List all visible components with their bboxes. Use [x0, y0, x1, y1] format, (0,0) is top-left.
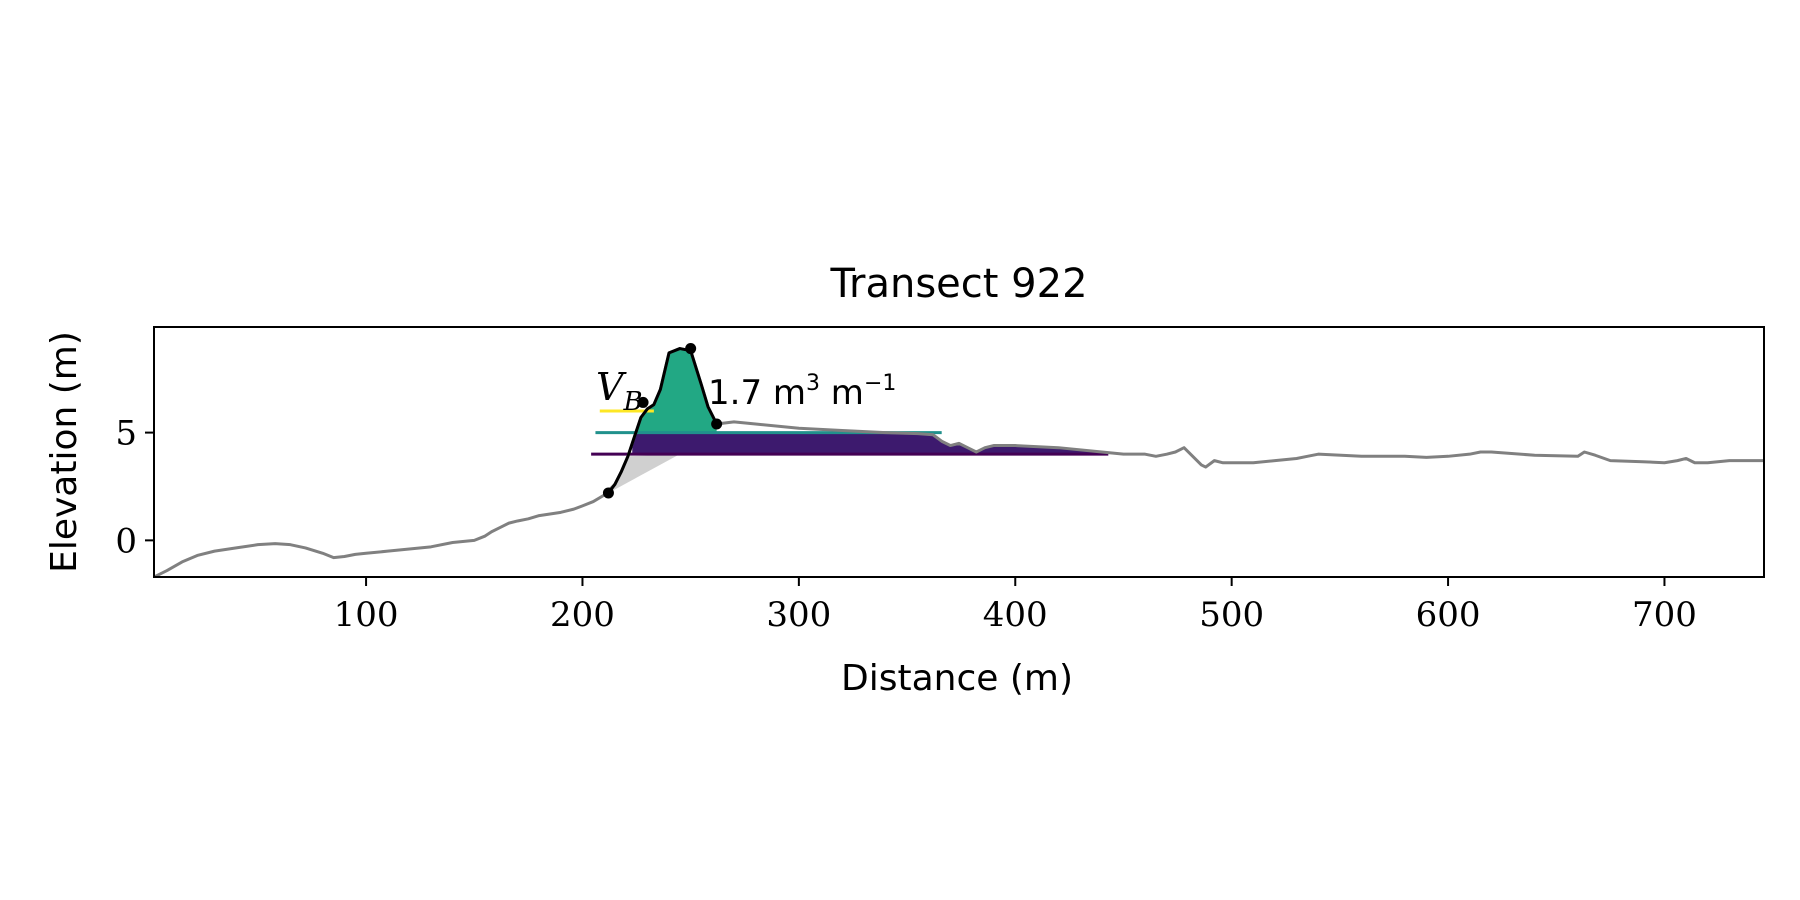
y-tick-label-0: 0 [115, 521, 137, 561]
dune-point-3 [711, 418, 723, 430]
x-tick-label-500: 500 [1199, 595, 1264, 635]
volume-unit-power: 3 [806, 371, 820, 396]
y-axis-label: Elevation (m) [44, 331, 85, 573]
volume-symbol-letter: V [596, 365, 627, 409]
x-axis-label: Distance (m) [841, 658, 1073, 699]
x-tick-label-300: 300 [766, 595, 831, 635]
dune-profile-line [607, 347, 718, 494]
plot-frame [153, 326, 1765, 578]
x-tick-label-100: 100 [334, 595, 399, 635]
dune-point-2 [685, 343, 697, 355]
x-tick-label-200: 200 [550, 595, 615, 635]
volume-value: 1.7 m [708, 373, 806, 413]
dune-point-1 [637, 396, 649, 408]
volume-symbol: VB [596, 365, 643, 417]
fill-volume-low [632, 431, 1109, 455]
dune-point-0 [602, 487, 614, 499]
terrain-profile-line [154, 347, 1764, 577]
x-tick-label-600: 600 [1416, 595, 1481, 635]
chart-title: Transect 922 [829, 261, 1087, 307]
volume-fills [608, 348, 1109, 493]
volume-unit: m [820, 373, 864, 413]
volume-value-label: 1.7 m3 m−1 [708, 371, 896, 413]
fill-volume-high [636, 348, 717, 433]
y-axis: 05 [115, 414, 154, 561]
x-tick-label-400: 400 [983, 595, 1048, 635]
x-tick-label-700: 700 [1632, 595, 1697, 635]
volume-symbol-subscript: B [622, 387, 642, 417]
volume-unit-power2: −1 [864, 371, 896, 396]
x-axis: 100 200 300 400 500 600 700 [334, 577, 1697, 635]
profile-lines [154, 343, 1764, 577]
y-tick-label-5: 5 [115, 414, 137, 454]
